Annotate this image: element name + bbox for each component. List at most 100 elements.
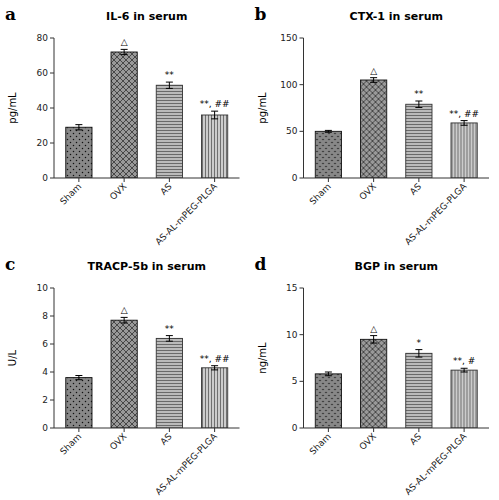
- bar: [451, 123, 477, 178]
- x-tick: [124, 178, 125, 182]
- y-axis-label: U/L: [7, 349, 18, 366]
- x-tick: [464, 428, 465, 432]
- subplot: △****, ##050100150ShamOVXASAS-AL-mPEG-PL…: [255, 4, 490, 247]
- annotation: **: [165, 70, 175, 80]
- bar: [156, 85, 182, 178]
- subplot: △****, ##0246810ShamOVXASAS-AL-mPEG-PLGA…: [5, 254, 240, 497]
- y-tick: [50, 428, 54, 429]
- y-tick-label: 15: [286, 283, 297, 293]
- panel-label: d: [255, 254, 267, 274]
- x-tick-label: Sham: [58, 181, 83, 206]
- annotation: *: [417, 338, 422, 348]
- y-tick-label: 5: [292, 376, 298, 386]
- error-bar: [75, 125, 82, 130]
- x-tick-label: AS: [408, 181, 424, 197]
- y-tick: [300, 428, 304, 429]
- x-tick-label: AS-AL-mPEG-PLGA: [153, 181, 219, 247]
- y-tick-label: 80: [37, 33, 49, 43]
- error-bar: [166, 336, 173, 342]
- x-tick: [373, 428, 374, 432]
- y-tick: [50, 372, 54, 373]
- error-bar: [121, 49, 128, 54]
- title: IL-6 in serum: [106, 10, 187, 23]
- x-tick-label: AS: [408, 431, 424, 447]
- y-tick-label: 8: [42, 311, 48, 321]
- x-tick: [418, 428, 419, 432]
- annotation: △: [121, 305, 128, 315]
- x-tick-label: AS: [158, 431, 174, 447]
- annotation: **, ##: [200, 99, 230, 109]
- bar: [406, 353, 432, 428]
- annotation: **: [165, 324, 175, 334]
- annotation: **, ##: [200, 354, 230, 364]
- plot-area: [66, 49, 228, 178]
- x-tick-label: Sham: [308, 431, 333, 456]
- x-tick: [328, 178, 329, 182]
- x-tick-label: AS-AL-mPEG-PLGA: [153, 431, 219, 497]
- y-tick-label: 150: [280, 33, 297, 43]
- plot-area: [315, 78, 477, 178]
- bar: [361, 339, 387, 428]
- annotation: △: [370, 66, 377, 76]
- bar: [201, 115, 227, 178]
- background: [0, 0, 499, 500]
- y-axis-line: [303, 38, 304, 178]
- plot-area: [66, 317, 228, 428]
- y-tick-label: 10: [37, 283, 49, 293]
- x-tick: [78, 178, 79, 182]
- y-tick-label: 0: [292, 423, 298, 433]
- error-bar: [325, 372, 332, 376]
- y-tick: [300, 131, 304, 132]
- y-tick-label: 40: [37, 103, 49, 113]
- y-tick-label: 60: [37, 68, 49, 78]
- bar: [451, 370, 477, 428]
- panel-label: b: [255, 4, 267, 24]
- y-tick: [300, 288, 304, 289]
- x-tick: [169, 428, 170, 432]
- x-tick: [124, 428, 125, 432]
- y-tick: [50, 400, 54, 401]
- bar: [315, 131, 341, 178]
- x-axis-line: [54, 178, 240, 179]
- y-tick-label: 10: [286, 330, 298, 340]
- error-bar: [370, 336, 377, 343]
- panel-label: a: [5, 4, 16, 24]
- bar: [201, 368, 227, 428]
- error-bar: [211, 366, 218, 370]
- error-bar: [415, 350, 422, 357]
- panel-label: c: [5, 254, 15, 274]
- y-tick: [50, 73, 54, 74]
- y-tick-label: 0: [292, 173, 298, 183]
- x-axis-line: [304, 178, 490, 179]
- x-tick: [214, 178, 215, 182]
- error-bar: [415, 101, 422, 108]
- title: CTX-1 in serum: [350, 10, 443, 23]
- error-bar: [461, 121, 468, 126]
- error-bar: [325, 130, 332, 132]
- y-tick: [300, 84, 304, 85]
- plot-area: [315, 336, 477, 428]
- subplot: △***, #051015ShamOVXASAS-AL-mPEG-PLGAng/…: [255, 254, 490, 497]
- error-bar: [211, 111, 218, 119]
- y-tick: [50, 143, 54, 144]
- y-tick-label: 100: [280, 80, 297, 90]
- bar: [406, 104, 432, 178]
- annotation: △: [121, 37, 128, 47]
- x-tick-label: OVX: [357, 431, 378, 452]
- y-tick: [50, 38, 54, 39]
- bar: [111, 320, 137, 428]
- x-axis-line: [54, 428, 240, 429]
- x-axis-line: [304, 428, 490, 429]
- annotation: **, ##: [449, 109, 479, 119]
- x-tick: [418, 178, 419, 182]
- y-axis-line: [54, 288, 55, 428]
- bar: [156, 338, 182, 428]
- y-tick: [50, 108, 54, 109]
- x-tick-label: AS-AL-mPEG-PLGA: [403, 431, 469, 497]
- error-bar: [461, 368, 468, 372]
- x-tick: [464, 178, 465, 182]
- title: BGP in serum: [355, 260, 438, 273]
- y-tick-label: 20: [37, 138, 49, 148]
- subplot: △****, ##020406080ShamOVXASAS-AL-mPEG-PL…: [5, 4, 240, 247]
- y-tick: [300, 334, 304, 335]
